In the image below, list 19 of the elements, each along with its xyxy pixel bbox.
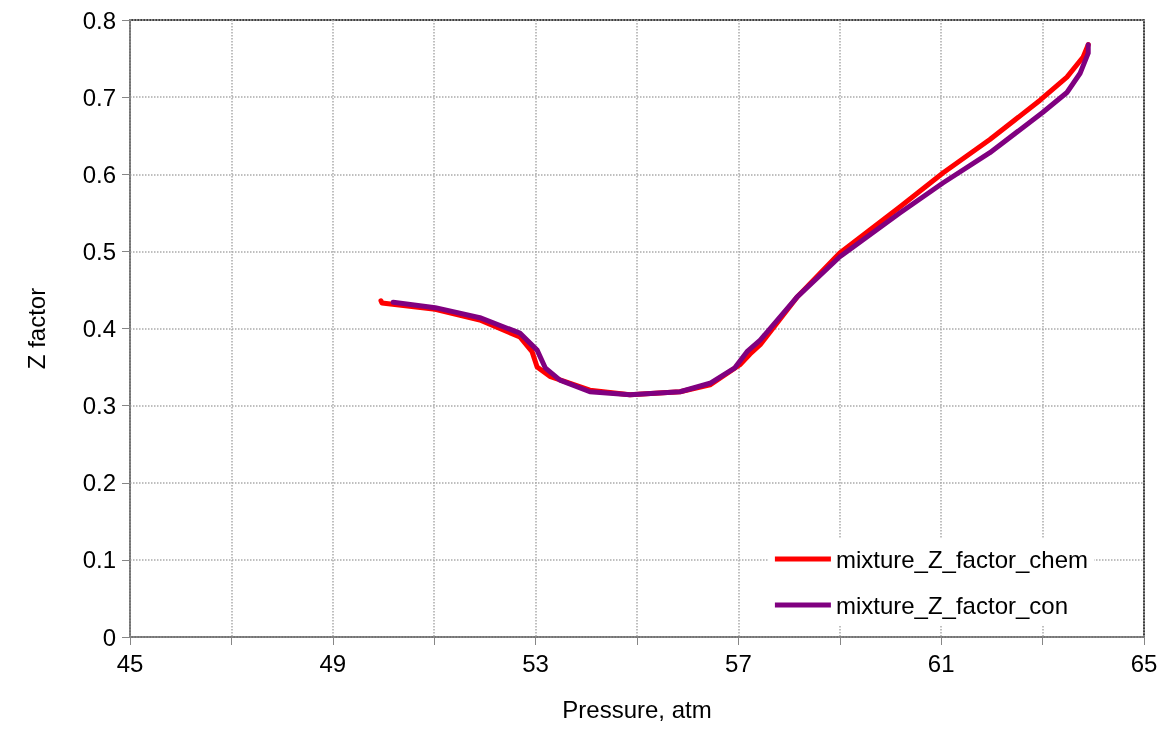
y-tick-label: 0.2 [82, 469, 116, 497]
y-tick-label: 0.8 [82, 6, 116, 34]
legend-label: mixture_Z_factor_con [835, 591, 1069, 619]
y-tick-label: 0 [102, 623, 116, 651]
x-tick-label: 53 [522, 649, 549, 677]
x-tick-label: 45 [116, 649, 144, 677]
y-tick-label: 0.5 [82, 237, 116, 265]
x-axis-title: Pressure, atm [562, 695, 712, 723]
y-tick-label: 0.1 [82, 546, 116, 574]
x-tick-label: 65 [1130, 649, 1158, 677]
x-tick-label: 57 [725, 649, 752, 677]
x-tick-label: 49 [319, 649, 347, 677]
y-axis-title: Z factor [22, 287, 50, 370]
legend-label: mixture_Z_factor_chem [835, 545, 1088, 573]
y-tick-label: 0.4 [82, 315, 116, 342]
x-tick-label: 61 [927, 649, 955, 677]
y-tick-label: 0.7 [82, 83, 116, 111]
y-tick-label: 0.6 [82, 160, 116, 188]
y-tick-label: 0.3 [82, 392, 116, 420]
